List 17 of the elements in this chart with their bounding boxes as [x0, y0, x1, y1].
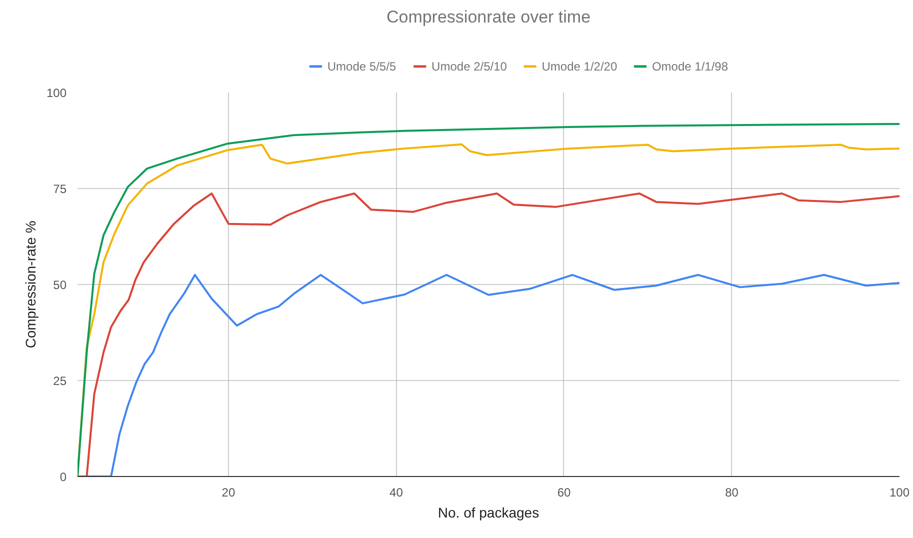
y-tick-label: 100: [46, 86, 67, 100]
y-axis-title: Compression-rate %: [22, 220, 38, 348]
x-tick-label: 40: [390, 486, 404, 500]
x-tick-label: 60: [557, 486, 571, 500]
legend-label: Umode 2/5/10: [432, 59, 508, 74]
x-tick-label: 20: [222, 486, 236, 500]
y-tick-label: 75: [53, 182, 67, 196]
x-axis-title: No. of packages: [438, 504, 540, 520]
x-tick-label: 80: [725, 486, 739, 500]
legend-label: Omode 1/1/98: [652, 59, 728, 74]
y-tick-label: 25: [53, 374, 67, 388]
y-tick-label: 50: [53, 278, 67, 292]
legend-label: Umode 1/2/20: [542, 59, 618, 74]
chart-title: Compressionrate over time: [386, 8, 591, 26]
legend-label: Umode 5/5/5: [327, 59, 396, 74]
x-tick-label: 100: [889, 486, 910, 500]
y-tick-label: 0: [60, 470, 67, 484]
